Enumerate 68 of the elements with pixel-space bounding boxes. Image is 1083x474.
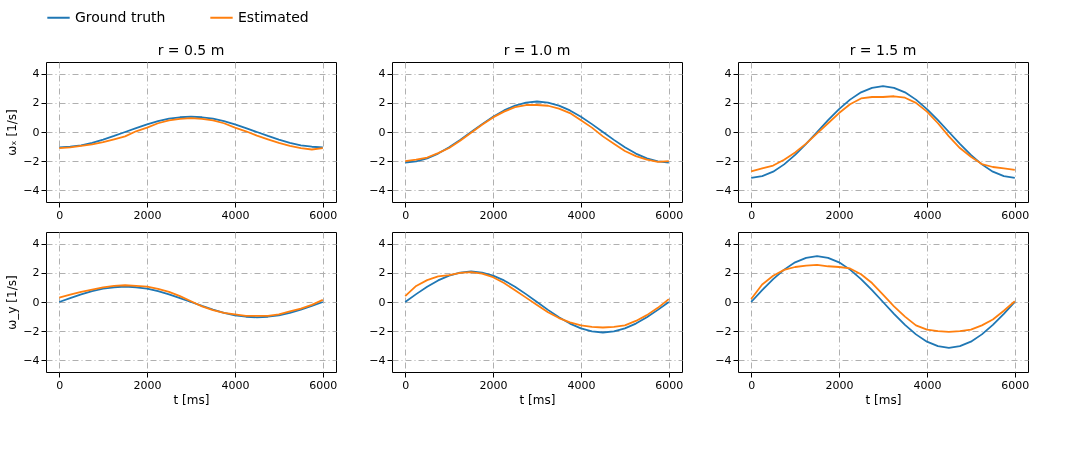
x-tick-label: 6000 [1001,208,1030,222]
x-tick-label: 0 [402,208,410,222]
y-tick-label: −2 [23,154,40,168]
x-tick-label: 6000 [655,208,684,222]
y-tick-label: 0 [32,125,40,139]
line-series [750,263,1016,333]
y-tick-label: 0 [378,125,386,139]
y-tick-label: −2 [715,324,732,338]
y-tick-label: −4 [369,353,386,367]
legend-label: Ground truth [75,8,166,25]
x-tick-label: 6000 [655,378,684,392]
y-tick-label: 4 [724,67,732,81]
x-axis-title: t [ms] [173,392,210,407]
line-series [750,95,1016,173]
x-tick-label: 4000 [567,378,596,392]
y-tick-label: −4 [715,183,732,197]
y-tick-label: 0 [378,295,386,309]
y-tick-label: 4 [378,237,386,251]
y-tick-label: 2 [378,266,386,280]
line-series [750,85,1016,179]
y-axis-title: ωₓ [1/s] [5,109,20,156]
x-tick-label: 0 [748,208,756,222]
y-tick-label: −4 [23,353,40,367]
y-axis-title: ω_y [1/s] [5,275,20,330]
x-tick-label: 4000 [221,208,250,222]
y-tick-label: 0 [724,125,732,139]
y-tick-label: 2 [32,266,40,280]
chart-title: r = 1.0 m [503,42,571,58]
legend-label: Estimated [238,8,309,25]
y-tick-label: 0 [724,295,732,309]
x-tick-label: 2000 [479,208,508,222]
y-tick-label: 4 [378,67,386,81]
y-tick-label: −4 [369,183,386,197]
chart-title: r = 0.5 m [157,42,225,58]
x-axis-title: t [ms] [519,392,556,407]
y-tick-label: 0 [32,295,40,309]
y-tick-label: 2 [724,96,732,110]
y-tick-label: 4 [32,237,40,251]
x-tick-label: 2000 [479,378,508,392]
y-tick-label: 2 [724,266,732,280]
x-tick-label: 2000 [133,208,162,222]
x-tick-label: 4000 [567,208,596,222]
x-tick-label: 0 [56,208,64,222]
line-series [750,255,1016,349]
x-tick-label: 0 [56,378,64,392]
x-tick-label: 2000 [825,208,854,222]
x-tick-label: 0 [402,378,410,392]
x-tick-label: 6000 [309,378,338,392]
x-tick-label: 6000 [1001,378,1030,392]
x-tick-label: 2000 [133,378,162,392]
y-tick-label: −2 [715,154,732,168]
x-tick-label: 6000 [309,208,338,222]
y-tick-label: −2 [369,154,386,168]
y-tick-label: 4 [32,67,40,81]
y-tick-label: −2 [369,324,386,338]
x-tick-label: 4000 [913,378,942,392]
chart-title: r = 1.5 m [849,42,917,58]
x-tick-label: 0 [748,378,756,392]
y-tick-label: 2 [32,96,40,110]
x-tick-label: 4000 [913,208,942,222]
y-tick-label: −2 [23,324,40,338]
x-tick-label: 2000 [825,378,854,392]
y-tick-label: 2 [378,96,386,110]
y-tick-label: 4 [724,237,732,251]
x-tick-label: 4000 [221,378,250,392]
x-axis-title: t [ms] [865,392,902,407]
y-tick-label: −4 [715,353,732,367]
y-tick-label: −4 [23,183,40,197]
